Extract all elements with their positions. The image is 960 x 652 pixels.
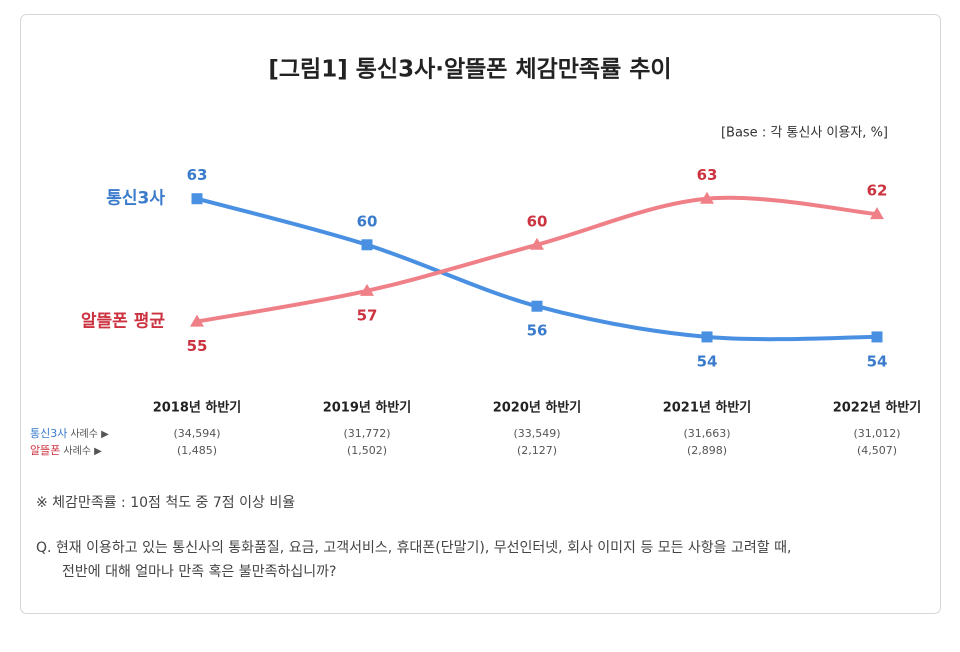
marker — [870, 207, 884, 220]
marker — [871, 331, 883, 343]
sample-size: (4,507) — [857, 444, 897, 457]
sample-series: 통신3사 — [30, 427, 67, 440]
marker — [530, 237, 544, 250]
sample-series: 알뜰폰 — [30, 443, 60, 457]
data-label: 56 — [527, 322, 548, 340]
data-label: 57 — [357, 306, 378, 324]
data-label: 60 — [357, 212, 378, 230]
data-label: 60 — [527, 212, 548, 230]
sample-size: (33,549) — [513, 427, 560, 440]
marker — [190, 314, 204, 327]
card — [20, 14, 941, 614]
sample-size: (2,898) — [687, 444, 727, 457]
sample-size: (31,012) — [853, 427, 900, 440]
series-name: 통신3사 — [106, 189, 165, 209]
sample-size: (1,485) — [177, 444, 217, 457]
series-name: 알뜰폰 평균 — [81, 312, 165, 332]
marker — [701, 331, 713, 343]
marker — [531, 300, 543, 312]
sample-size: (2,127) — [517, 444, 557, 457]
sample-label: 사례수 ▶ — [63, 445, 102, 457]
marker — [360, 283, 374, 296]
marker — [191, 193, 203, 205]
sample-row-label: 통신3사 사례수 ▶ — [30, 427, 109, 440]
x-tick-label: 2018년 하반기 — [153, 400, 242, 416]
note: ※ 체감만족률 : 10점 척도 중 7점 이상 비율 — [36, 495, 295, 511]
sample-size: (1,502) — [347, 444, 387, 457]
note: Q. 현재 이용하고 있는 통신사의 통화품질, 요금, 고객서비스, 휴대폰(… — [36, 540, 791, 556]
note: 전반에 대해 얼마나 만족 혹은 불만족하십니까? — [62, 564, 336, 580]
chart-subtitle: [Base : 각 통신사 이용자, %] — [721, 126, 888, 141]
chart-title: [그림1] 통신3사·알뜰폰 체감만족률 추이 — [268, 57, 671, 83]
data-label: 54 — [867, 352, 888, 370]
data-label: 62 — [867, 182, 888, 200]
marker — [700, 191, 714, 204]
sample-size: (31,772) — [343, 427, 390, 440]
sample-size: (31,663) — [683, 427, 730, 440]
data-label: 55 — [187, 337, 208, 355]
marker — [361, 239, 373, 251]
sample-size: (34,594) — [173, 427, 220, 440]
x-tick-label: 2020년 하반기 — [493, 400, 582, 416]
data-label: 63 — [187, 166, 208, 184]
sample-label: 사례수 ▶ — [70, 428, 109, 440]
data-label: 63 — [697, 166, 718, 184]
x-tick-label: 2022년 하반기 — [833, 400, 922, 416]
data-label: 54 — [697, 352, 718, 370]
x-tick-label: 2021년 하반기 — [663, 400, 752, 416]
sample-row-label: 알뜰폰 사례수 ▶ — [30, 443, 102, 457]
x-tick-label: 2019년 하반기 — [323, 400, 412, 416]
